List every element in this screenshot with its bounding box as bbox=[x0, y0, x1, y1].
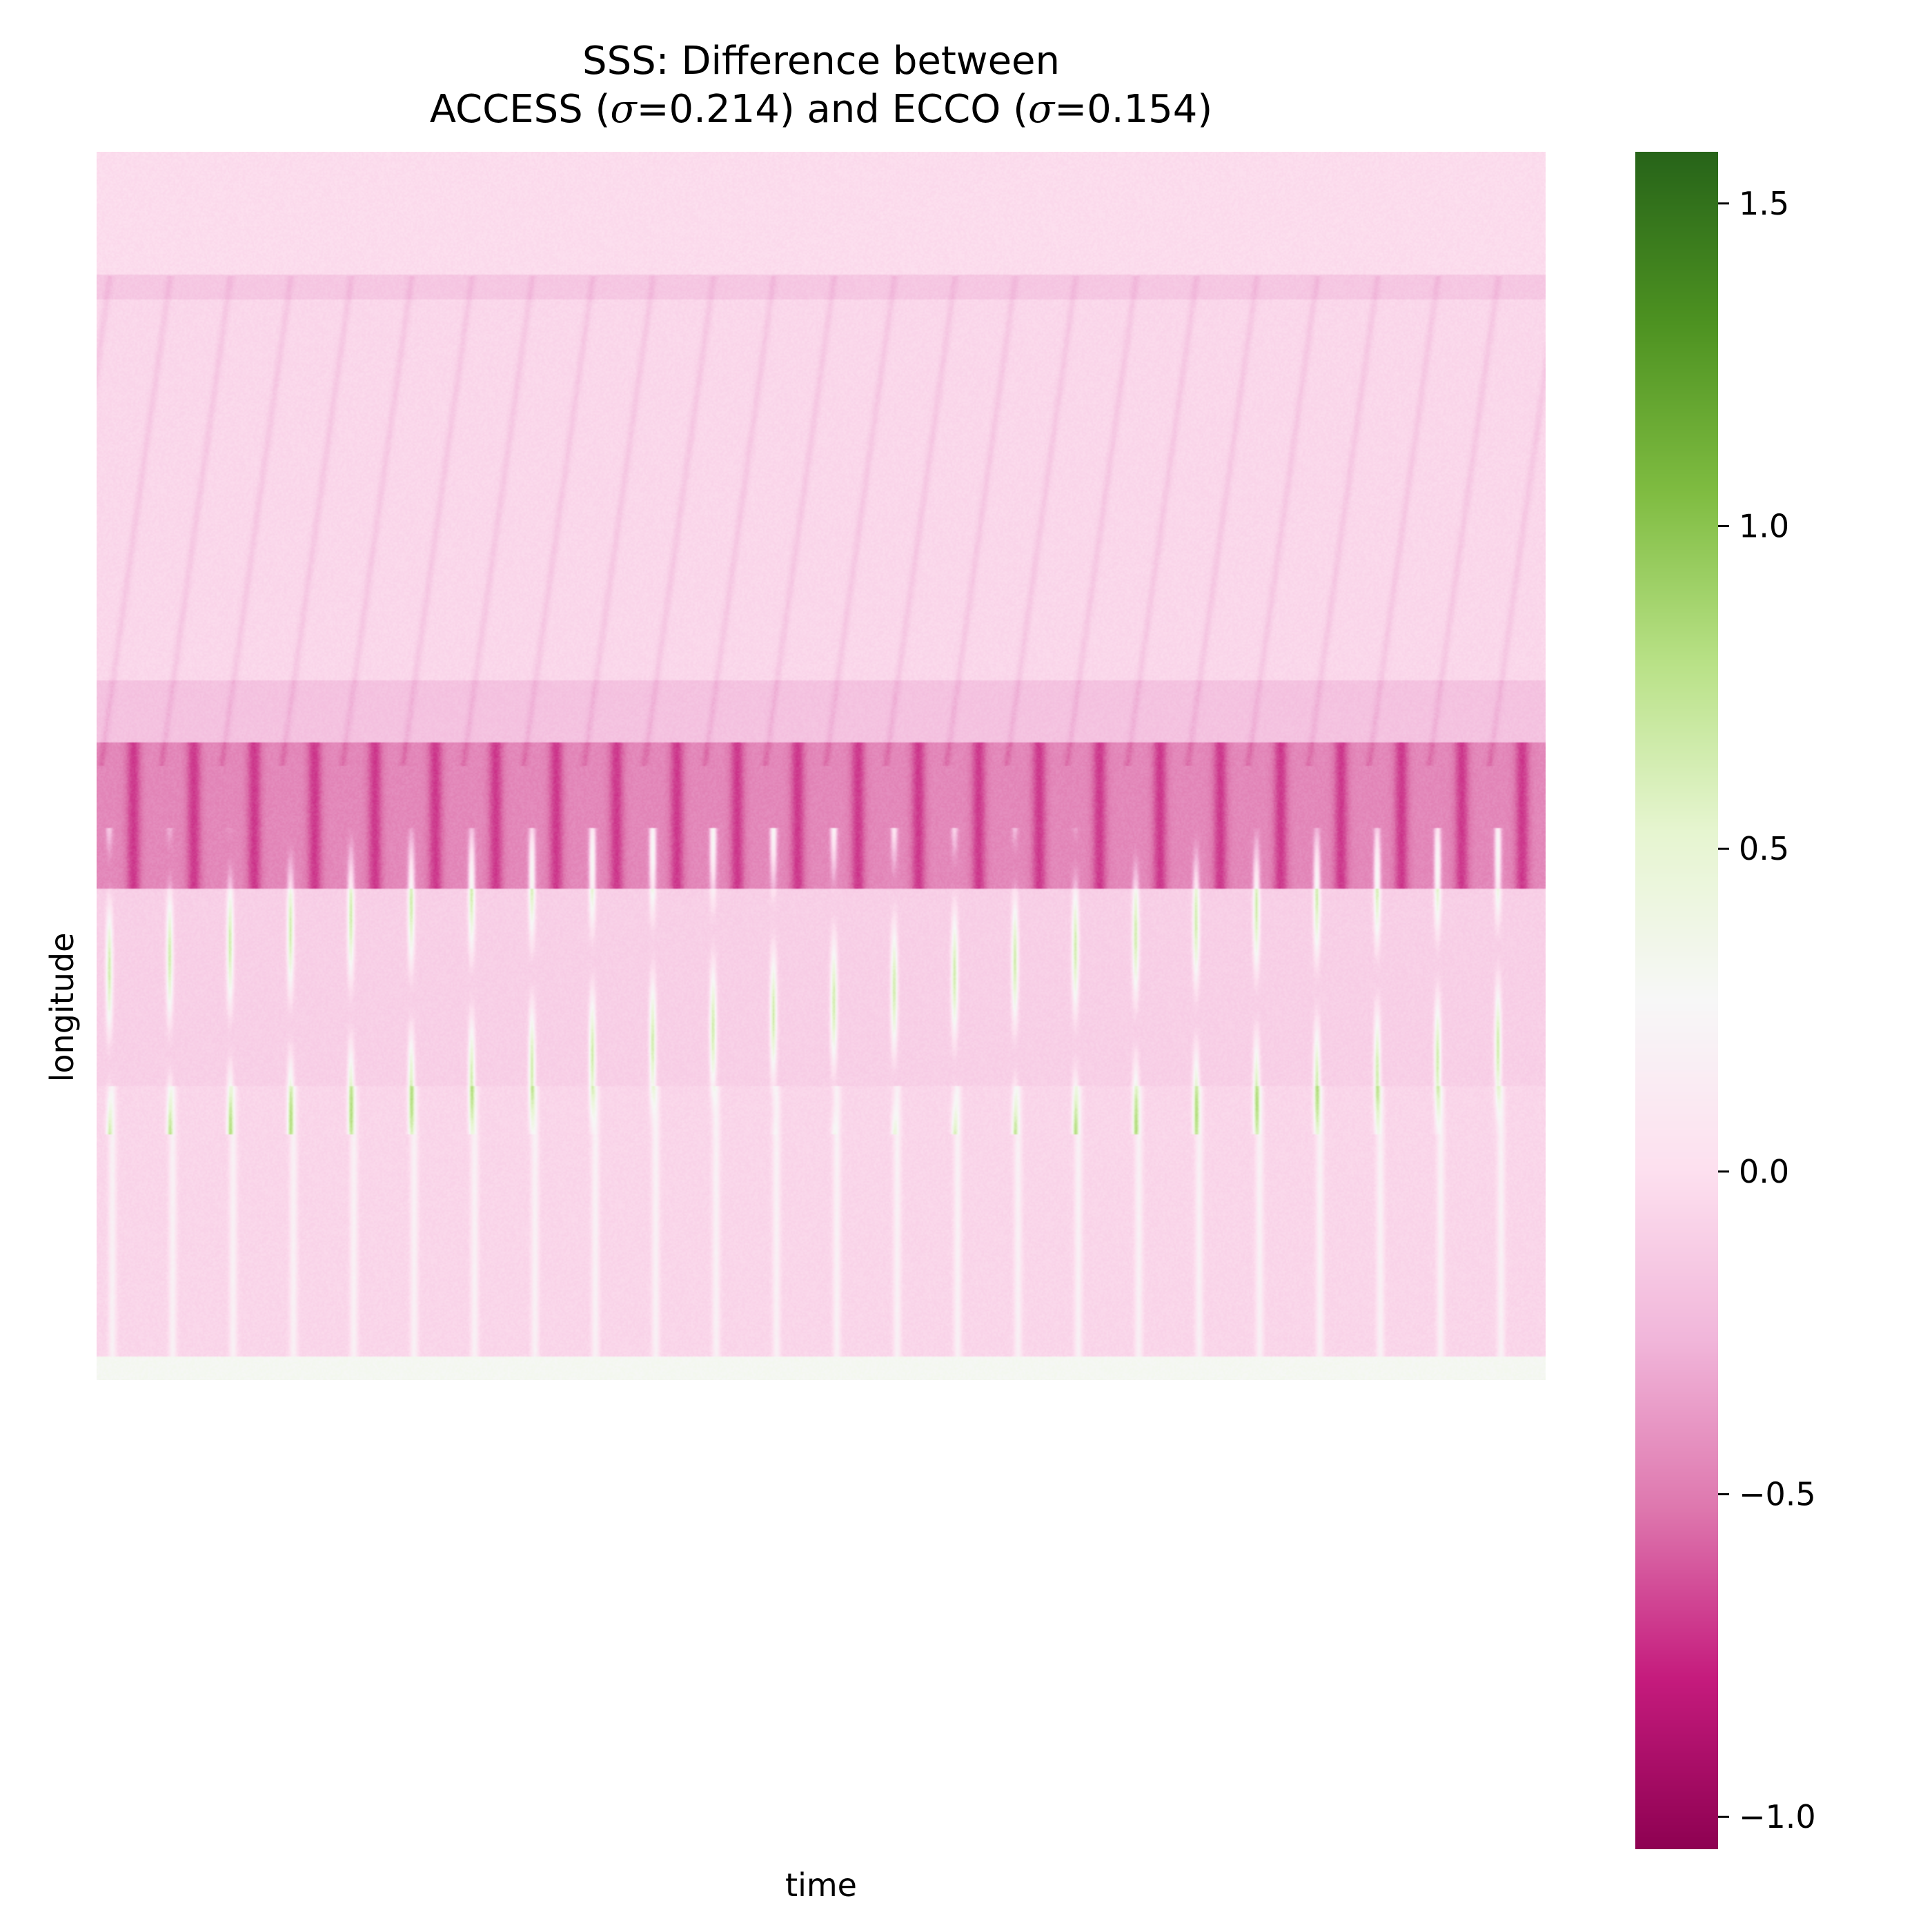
colorbar-tick-label: −0.5 bbox=[1739, 1476, 1816, 1513]
title-part-1: ACCESS ( bbox=[429, 87, 611, 132]
colorbar-tick-label: 0.0 bbox=[1739, 1153, 1789, 1190]
plot-area bbox=[97, 152, 1546, 1380]
title-part-3: =0.154) bbox=[1054, 87, 1213, 132]
colorbar bbox=[1635, 152, 1718, 1849]
colorbar-tick-label: 0.5 bbox=[1739, 830, 1789, 867]
colorbar-tick-label: −1.0 bbox=[1739, 1798, 1816, 1835]
colorbar-tick-label: 1.5 bbox=[1739, 185, 1789, 222]
chart-title-line-1: SSS: Difference between bbox=[582, 39, 1060, 83]
heatmap-canvas bbox=[97, 152, 1546, 1380]
colorbar-tick-label: 1.0 bbox=[1739, 508, 1789, 545]
x-axis-label: time bbox=[785, 1866, 857, 1904]
y-axis-label: longitude bbox=[43, 932, 81, 1083]
chart-title-line-2: ACCESS (σ=0.214) and ECCO (σ=0.154) bbox=[0, 88, 1642, 131]
title-part-2: =0.214) and ECCO ( bbox=[636, 87, 1028, 132]
title-sigma-2: σ bbox=[1027, 87, 1055, 132]
title-sigma-1: σ bbox=[610, 87, 637, 132]
